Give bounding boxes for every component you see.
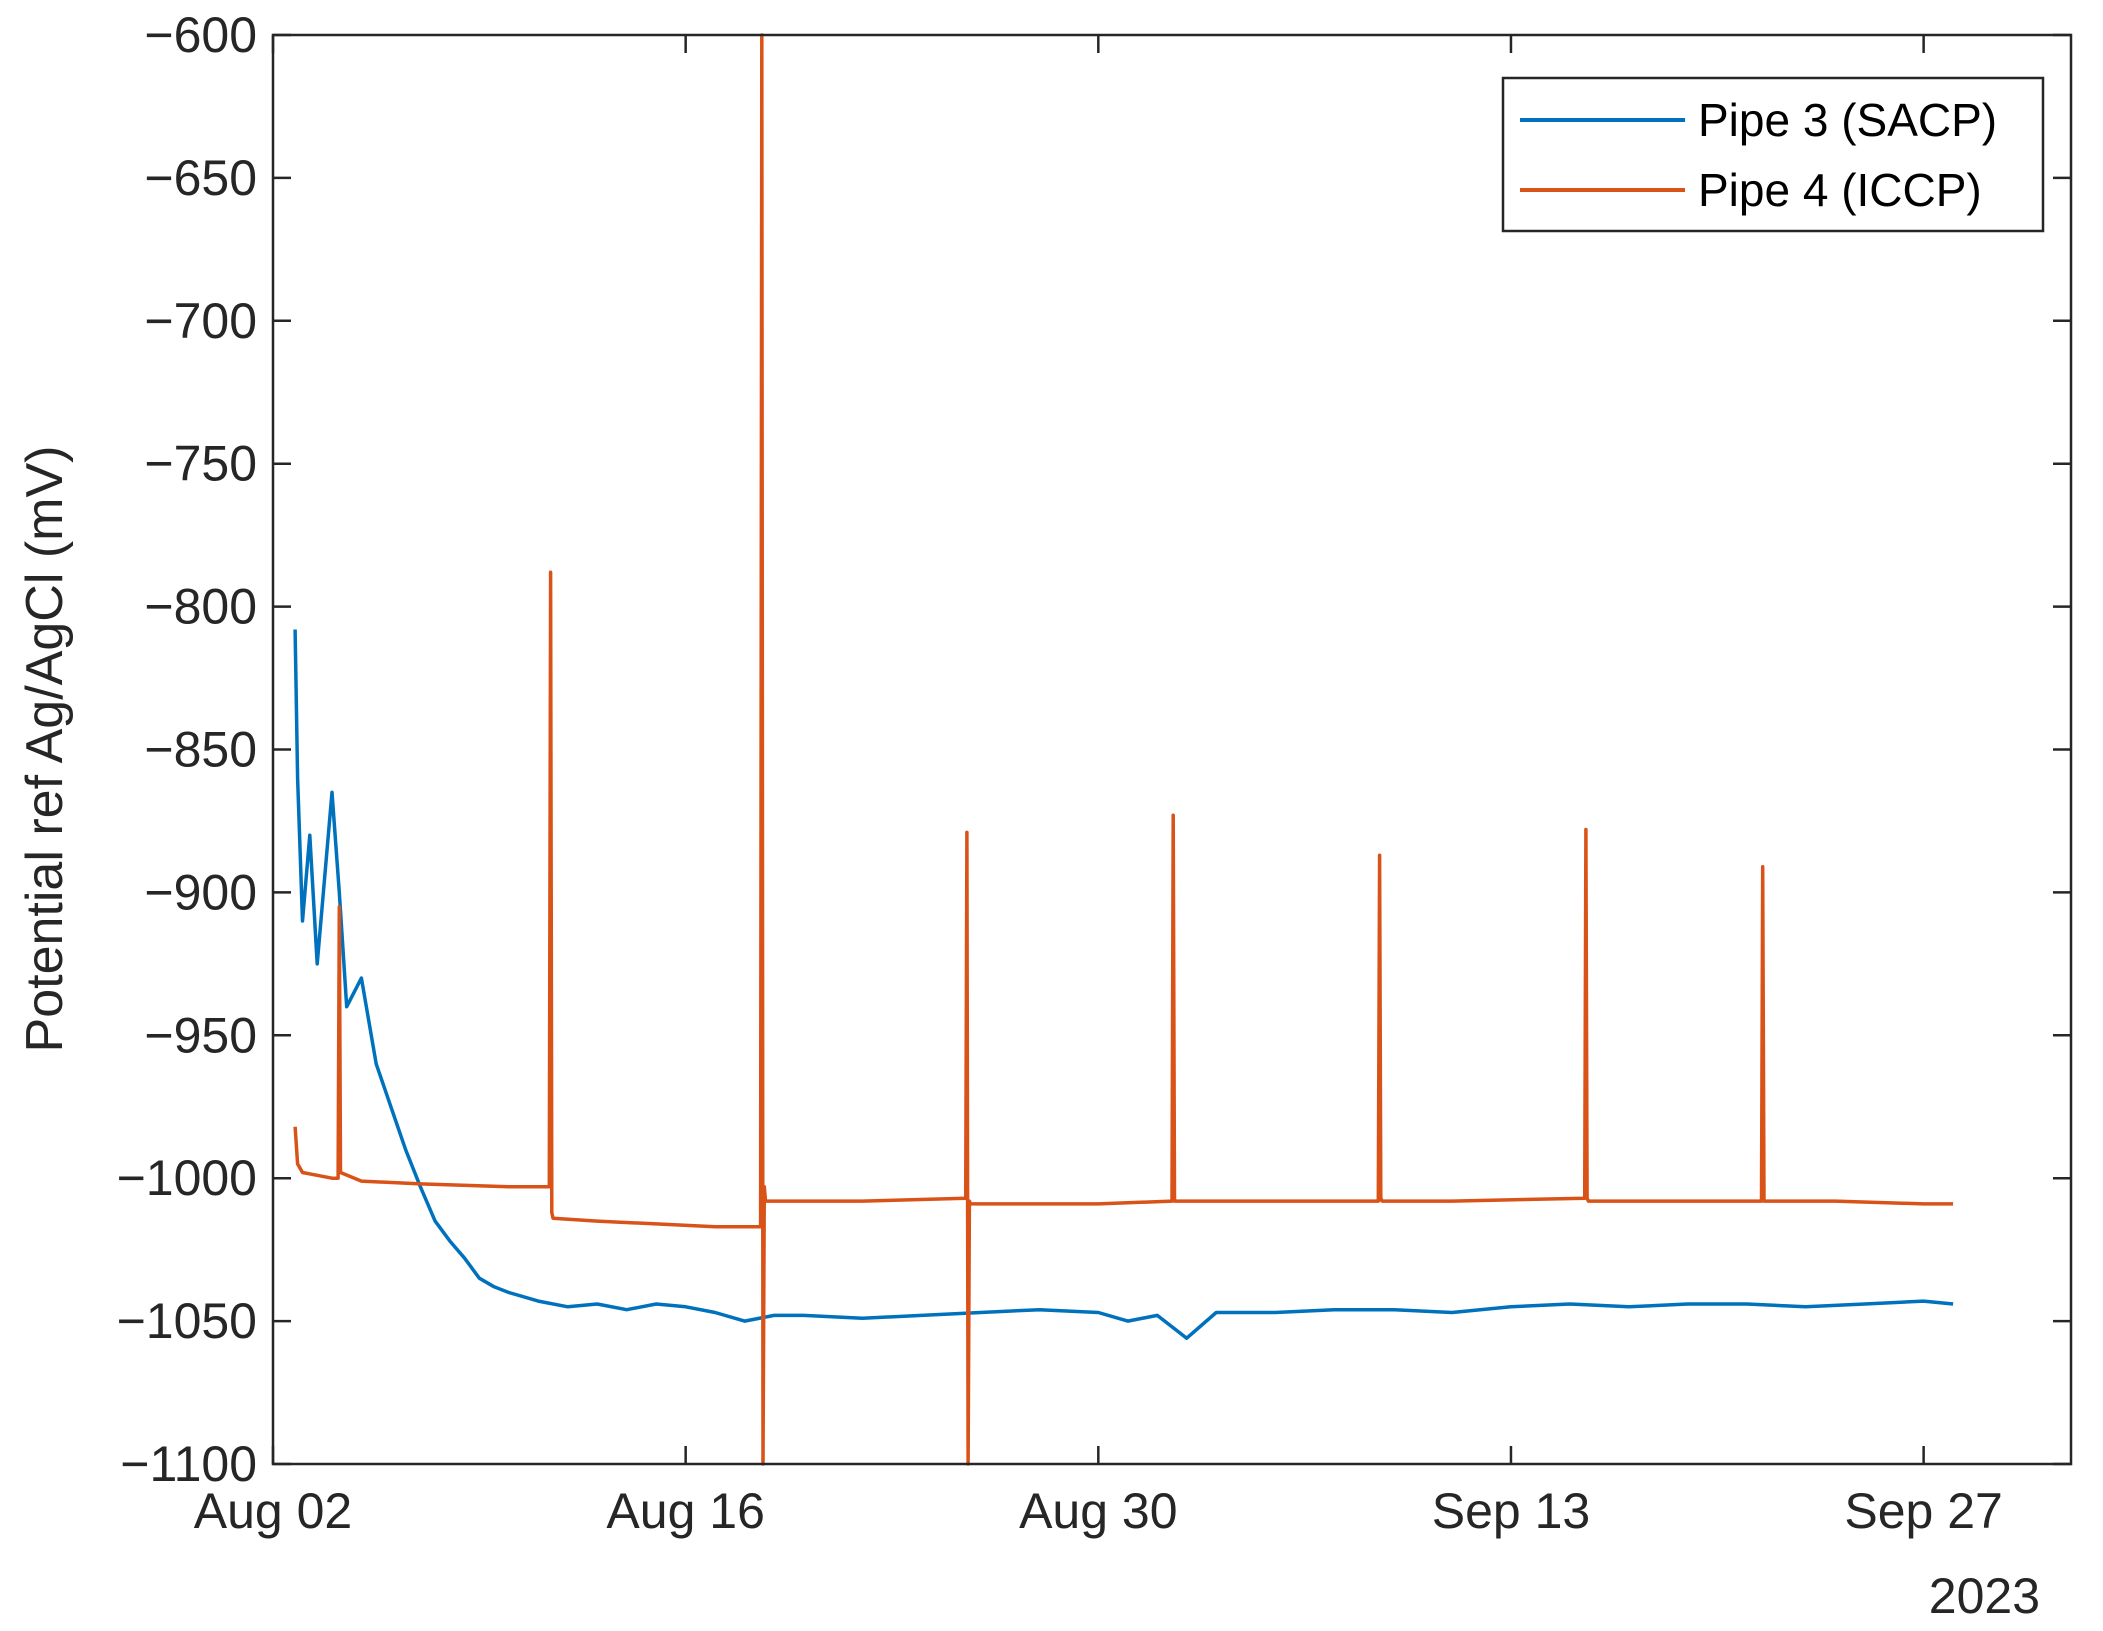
y-tick-label: −650: [144, 150, 257, 206]
y-tick-label: −600: [144, 7, 257, 63]
y-tick-label: −950: [144, 1007, 257, 1063]
legend-entry-pipe-3: Pipe 3 (SACP): [1698, 94, 1997, 146]
x-axis-secondary-label: 2023: [1929, 1568, 2040, 1624]
x-tick-label: Aug 16: [606, 1483, 764, 1539]
y-axis: −600 −650 −700 −750 −800 −850 −900 −950 −1000 −10…: [117, 7, 2071, 1492]
x-tick-label: Sep 13: [1432, 1483, 1590, 1539]
legend-box: [1501, 76, 2045, 233]
y-tick-label: −750: [144, 436, 257, 492]
x-tick-label: Aug 30: [1019, 1483, 1177, 1539]
y-axis-label: Potential ref Ag/AgCl (mV): [16, 446, 74, 1053]
series-line-pipe-4: [293, 33, 1954, 1466]
x-tick-label: Sep 27: [1844, 1483, 2002, 1539]
series-line-pipe-3: [293, 629, 1954, 1340]
x-tick-label: Aug 02: [194, 1483, 352, 1539]
y-tick-label: −1100: [120, 1436, 257, 1492]
y-tick-label: −850: [144, 722, 257, 778]
y-tick-label: −700: [144, 293, 257, 349]
series-layer: [293, 33, 1954, 1466]
y-tick-label: −1050: [117, 1293, 257, 1349]
y-tick-label: −800: [144, 579, 257, 635]
x-axis: Aug 02 Aug 16 Aug 30 Sep 13 Sep 27: [194, 35, 2003, 1539]
y-tick-label: −1000: [117, 1150, 257, 1206]
legend-entry-pipe-4: Pipe 4 (ICCP): [1698, 164, 1982, 216]
plot-area: [273, 35, 2071, 1464]
y-tick-label: −900: [144, 864, 257, 920]
legend: Pipe 3 (SACP) Pipe 4 (ICCP): [1501, 76, 2045, 233]
